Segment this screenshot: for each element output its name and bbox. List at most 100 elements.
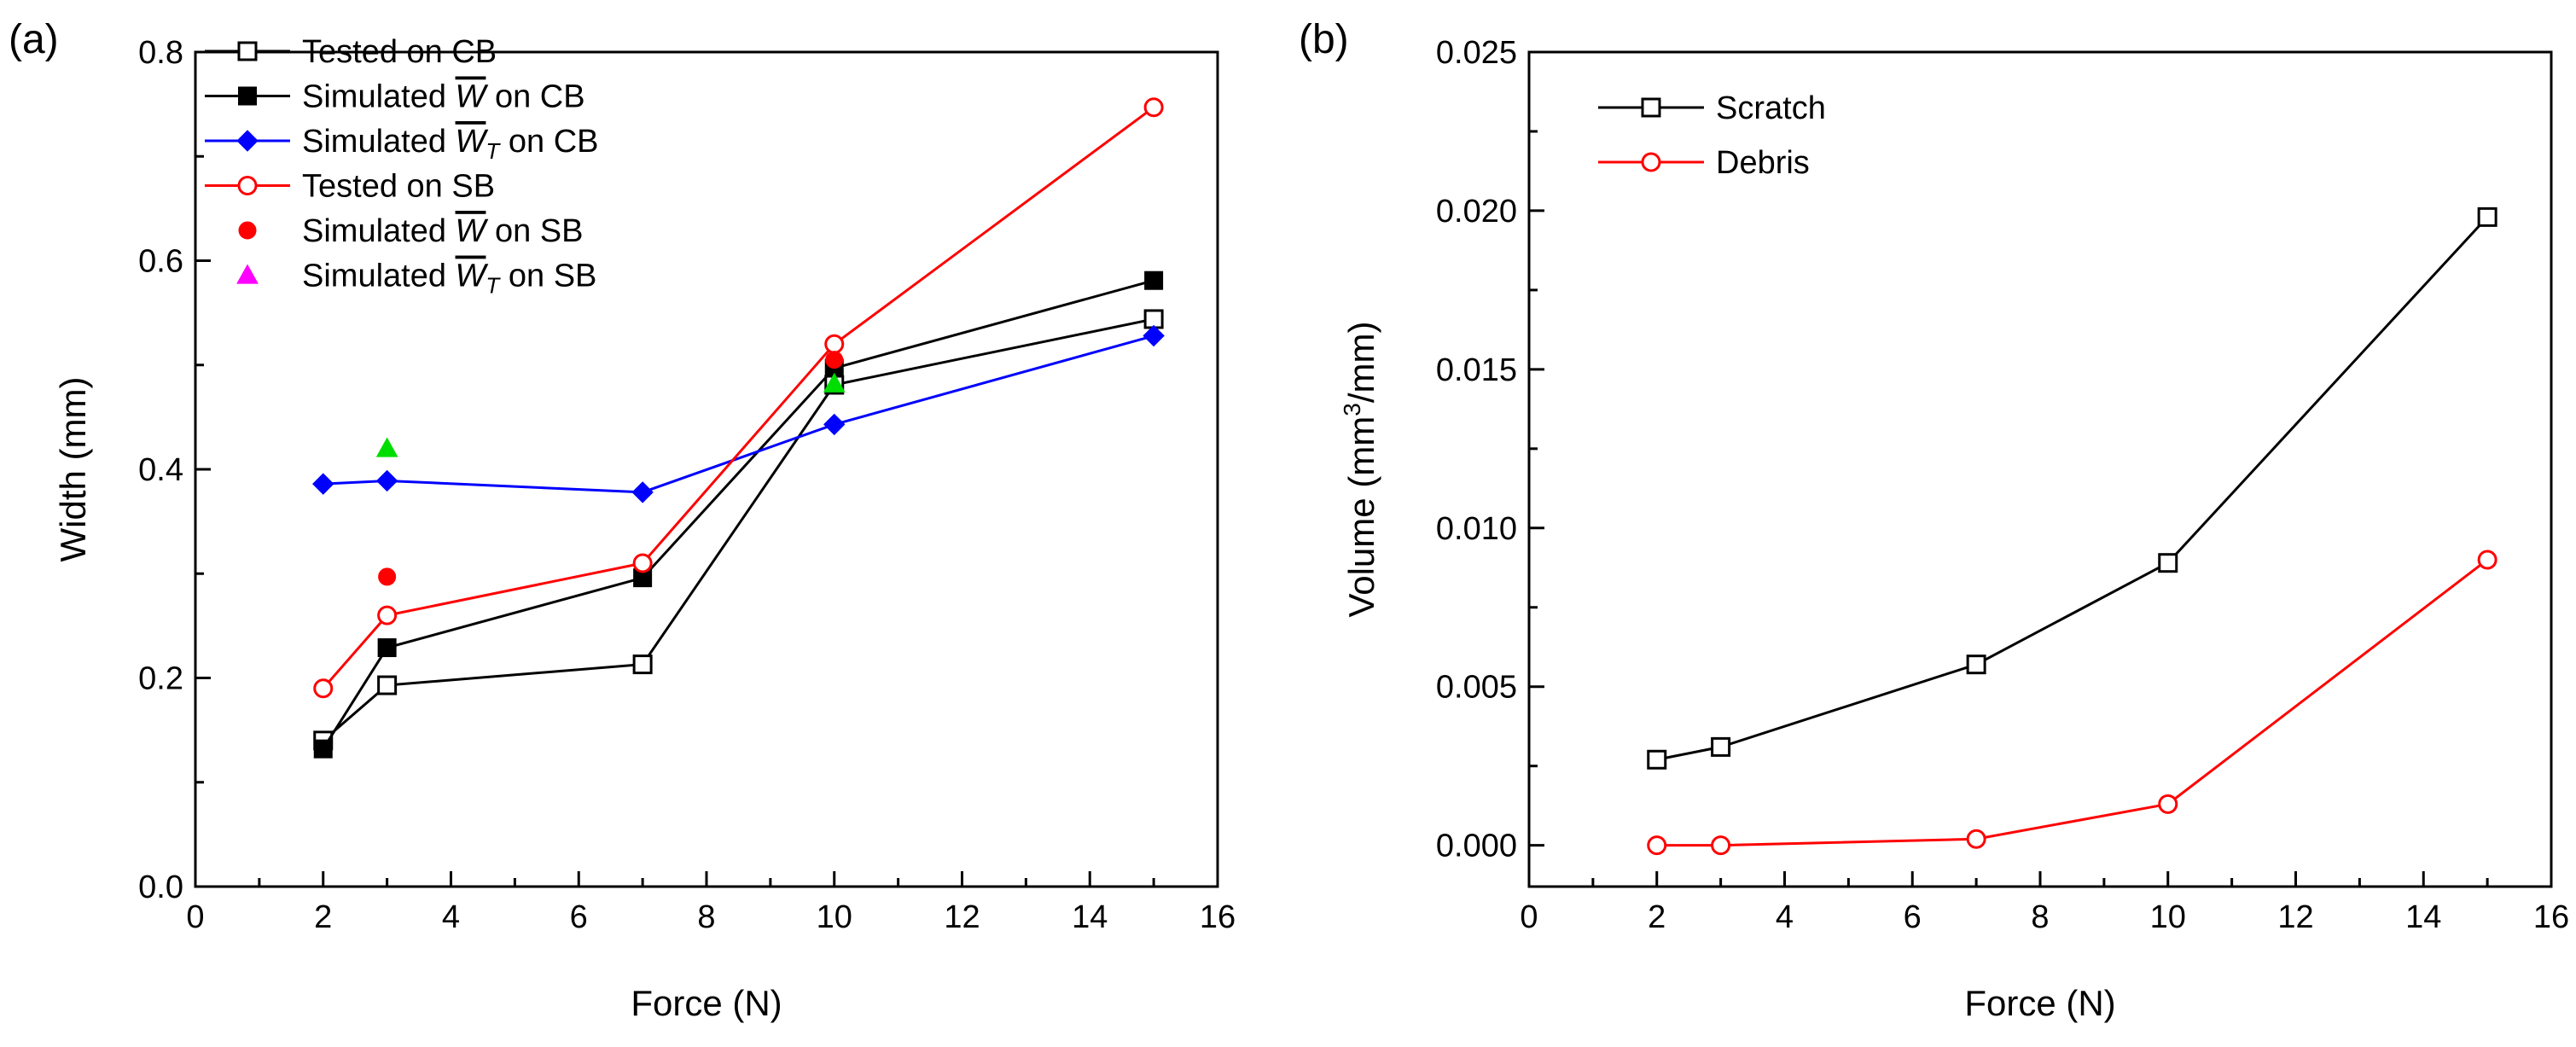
data-point (823, 372, 846, 393)
series-simulated-w-on-cb (313, 270, 1164, 759)
data-point (375, 437, 398, 457)
data-point (824, 334, 845, 354)
series-group-a (312, 97, 1165, 759)
data-point (377, 675, 398, 695)
series-simulated-wt-on-cb (312, 324, 1165, 503)
legend-label: Tested on SB (302, 169, 495, 205)
y-axis-label-b-pre: Volume (mm (1341, 416, 1381, 618)
y-axis-label-b: Volume (mm3/mm) (1339, 322, 1381, 618)
series-line (1656, 558, 2489, 847)
legend-label-overline: W (456, 124, 489, 160)
x-tick-label: 12 (2277, 899, 2313, 935)
legend-b: Scratch Debris (1598, 90, 1826, 181)
data-point (2158, 794, 2178, 814)
series-simulated-w-on-sb (378, 351, 844, 586)
series-scratch (1647, 206, 2497, 770)
legend-item: Simulated WT on SB (236, 259, 596, 299)
legend-label-post: on SB (486, 213, 583, 249)
x-tick-label: 0 (186, 899, 204, 935)
data-point (313, 678, 334, 699)
y-tick-label: 0.015 (1436, 352, 1517, 388)
y-tick-label: 0.0 (138, 870, 183, 905)
legend-label-pre: Simulated (302, 124, 456, 160)
data-point (313, 739, 333, 759)
x-ticks-b: 0 2 4 6 8 10 12 14 16 (1520, 871, 2569, 935)
legend-label-pre: Simulated (302, 213, 456, 249)
y-tick-label: 0.000 (1436, 829, 1517, 864)
series-simulated-wt-on-sb (375, 372, 846, 457)
x-tick-label: 2 (314, 899, 332, 935)
legend-label-pre: Tested on CB (302, 34, 497, 70)
x-tick-label: 16 (2533, 899, 2569, 935)
legend-label-pre: Simulated (302, 79, 456, 115)
legend-label-post: on CB (486, 79, 584, 115)
x-tick-label: 4 (1776, 899, 1794, 935)
data-point (825, 351, 844, 369)
legend-item: Simulated W on SB (238, 213, 584, 249)
data-point (378, 567, 397, 586)
x-axis-label-b: Force (N) (1964, 983, 2115, 1023)
data-point (631, 481, 654, 503)
legend-label-pre: Scratch (1716, 90, 1826, 126)
series-line (1656, 216, 2489, 761)
y-axis-label-a: Width (mm) (53, 377, 93, 562)
data-point (375, 469, 398, 492)
legend-item: Simulated WT on CB (205, 124, 598, 164)
data-point (1966, 829, 1986, 849)
legend-label-sub: T (486, 273, 501, 299)
data-point (1647, 749, 1667, 770)
series-tested-on-sb (313, 97, 1164, 699)
y-tick-label: 0.025 (1436, 35, 1517, 71)
legend-item: Tested on CB (205, 34, 497, 70)
legend-item: Tested on SB (205, 169, 495, 205)
legend-marker (238, 86, 257, 106)
x-tick-label: 10 (2150, 899, 2186, 935)
data-point (2477, 550, 2497, 570)
series-line (322, 317, 1154, 742)
data-point (2477, 206, 2497, 227)
x-tick-label: 12 (944, 899, 980, 935)
y-tick-label: 0.8 (138, 35, 183, 71)
x-tick-label: 8 (2031, 899, 2049, 935)
series-debris (1647, 550, 2497, 856)
plot-frame-b (1527, 50, 2553, 888)
x-tick-label: 6 (1904, 899, 1922, 935)
data-point (2158, 553, 2178, 573)
legend-marker (236, 130, 259, 152)
series-tested-on-cb (313, 309, 1164, 751)
legend-label: Tested on CB (302, 34, 497, 70)
legend-marker (236, 264, 259, 284)
y-axis-label-b-post: /mm) (1341, 322, 1381, 404)
y-ticks-a: 0.0 0.2 0.4 0.6 0.8 (138, 35, 211, 905)
legend-marker (237, 41, 258, 61)
data-point (377, 605, 398, 625)
x-tick-label: 14 (1072, 899, 1108, 935)
panel-label-a: (a) (9, 17, 59, 62)
x-tick-label: 4 (442, 899, 460, 935)
y-tick-label: 0.4 (138, 452, 183, 488)
y-tick-label: 0.020 (1436, 194, 1517, 230)
chart-panel-b: (b) 0 2 4 6 8 10 12 14 16 0.0000.0050.0100.0150.… (1299, 17, 2569, 1023)
legend-marker (1641, 97, 1661, 118)
x-tick-label: 16 (1200, 899, 1236, 935)
x-tick-label: 8 (697, 899, 715, 935)
legend-label-post: on SB (499, 259, 596, 294)
legend-label-post: on CB (499, 124, 598, 160)
y-tick-label: 0.010 (1436, 511, 1517, 547)
panel-label-b: (b) (1299, 17, 1349, 62)
x-tick-label: 6 (570, 899, 588, 935)
legend-marker (1641, 152, 1661, 172)
legend-label: Scratch (1716, 90, 1826, 126)
legend-label-pre: Tested on SB (302, 169, 495, 205)
data-point (632, 654, 653, 675)
series-line (323, 334, 1154, 494)
data-point (632, 553, 653, 573)
y-tick-label: 0.2 (138, 661, 183, 697)
series-group-b (1647, 206, 2497, 856)
legend-marker (238, 221, 257, 240)
y-ticks-b: 0.000 0.005 0.010 0.015 0.020 0.025 (1436, 35, 1544, 864)
x-axis-label-a: Force (N) (631, 983, 782, 1023)
y-axis-label-b-sup: 3 (1339, 403, 1365, 416)
